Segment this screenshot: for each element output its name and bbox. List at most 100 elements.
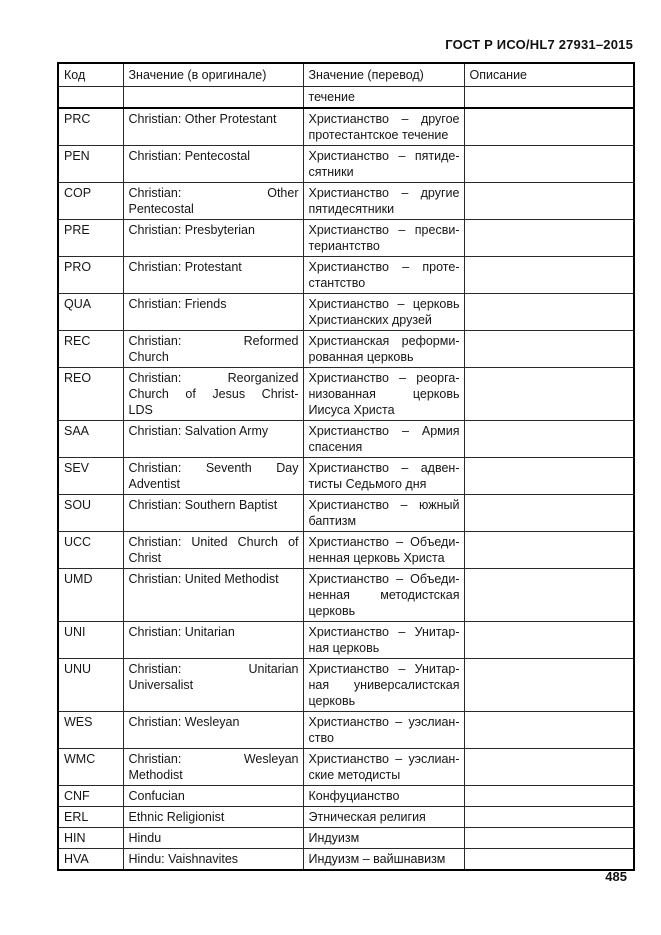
cell-description xyxy=(463,806,635,828)
cell-translation: Конфуцианство xyxy=(302,785,465,807)
col-header-code: Код xyxy=(57,62,124,87)
cell-translation: Христианство – южный баптизм xyxy=(302,494,465,532)
codes-table-body: течение PRC Christian: Other Protestant Хри… xyxy=(57,86,635,871)
table-row: PEN Christian: Pentecostal Христианство – … xyxy=(57,145,635,183)
cell-original: Christian: Unitarian Universalist xyxy=(122,658,304,712)
cell-code: UMD xyxy=(57,568,124,622)
cell-code: PEN xyxy=(57,145,124,183)
table-row: ERL Ethnic Religionist Этническая религия xyxy=(57,806,635,828)
cell-code: WES xyxy=(57,711,124,749)
cell-code: HIN xyxy=(57,827,124,849)
table-row: UCC Christian: United Church of Christ Хрис… xyxy=(57,531,635,569)
table-row: WES Christian: Wesleyan Христианство – уэс… xyxy=(57,711,635,749)
cell-translation: Христианство – пятиде-сятники xyxy=(302,145,465,183)
table-row: UNU Christian: Unitarian Universalist Христ… xyxy=(57,658,635,712)
cell-translation: Христианство – Унитар-ная универсалистск… xyxy=(302,658,465,712)
cell-translation: Христианство – реорга-низованная церковь… xyxy=(302,367,465,421)
page-number: 485 xyxy=(605,869,627,884)
cell-original: Christian: Reformed Church xyxy=(122,330,304,368)
cell-original: Christian: Protestant xyxy=(122,256,304,294)
cell-code: PRE xyxy=(57,219,124,257)
cell-description xyxy=(463,145,635,183)
cell-description xyxy=(463,420,635,458)
table-row: PRO Christian: Protestant Христианство – п… xyxy=(57,256,635,294)
cell-code: REO xyxy=(57,367,124,421)
cell-code: UNU xyxy=(57,658,124,712)
table-row: REC Christian: Reformed Church Христианская… xyxy=(57,330,635,368)
cell-code xyxy=(57,86,124,109)
cell-original: Hindu xyxy=(122,827,304,849)
cell-description xyxy=(463,494,635,532)
cell-description xyxy=(463,621,635,659)
cell-description xyxy=(463,219,635,257)
cell-code: CNF xyxy=(57,785,124,807)
cell-translation: Христианство – Унитар-ная церковь xyxy=(302,621,465,659)
cell-translation: Христианская реформи-рованная церковь xyxy=(302,330,465,368)
cell-original: Christian: Pentecostal xyxy=(122,145,304,183)
cell-description xyxy=(463,568,635,622)
cell-original: Christian: Reorganized Church of Jesus Ch… xyxy=(122,367,304,421)
table-row: UNI Christian: Unitarian Христианство – Ун… xyxy=(57,621,635,659)
cell-translation: Христианство – уэслиан-ские методисты xyxy=(302,748,465,786)
cell-description xyxy=(463,256,635,294)
col-header-original: Значение (в оригинале) xyxy=(122,62,304,87)
table-row: COP Christian: Other Pentecostal Христианст… xyxy=(57,182,635,220)
cell-translation: Этническая религия xyxy=(302,806,465,828)
cell-description xyxy=(463,293,635,331)
cell-description xyxy=(463,785,635,807)
cell-code: REC xyxy=(57,330,124,368)
cell-original: Ethnic Religionist xyxy=(122,806,304,828)
cell-translation: Христианство – Объеди-ненная церковь Хри… xyxy=(302,531,465,569)
cell-code: SEV xyxy=(57,457,124,495)
doc-standard-number: ГОСТ Р ИСО/HL7 27931–2015 xyxy=(445,37,633,52)
cell-code: PRC xyxy=(57,107,124,146)
table-row: HVA Hindu: Vaishnavites Индуизм – вайшнави… xyxy=(57,848,635,871)
cell-code: SOU xyxy=(57,494,124,532)
cell-original: Christian: Southern Baptist xyxy=(122,494,304,532)
cell-description xyxy=(463,531,635,569)
cell-translation: Христианство – пресви-териантство xyxy=(302,219,465,257)
cell-translation: Христианство – уэслиан-ство xyxy=(302,711,465,749)
cell-description xyxy=(463,367,635,421)
table-header-row: Код Значение (в оригинале) Значение (пер… xyxy=(57,62,635,87)
cell-description xyxy=(463,827,635,849)
cell-code: COP xyxy=(57,182,124,220)
cell-translation: Христианство – Армия спасения xyxy=(302,420,465,458)
cell-description xyxy=(463,848,635,871)
table-row: SEV Christian: Seventh Day Adventist Христи… xyxy=(57,457,635,495)
table-row: PRC Christian: Other Protestant Христианст… xyxy=(57,107,635,146)
cell-original: Christian: Wesleyan xyxy=(122,711,304,749)
cell-code: WMC xyxy=(57,748,124,786)
cell-original: Christian: Seventh Day Adventist xyxy=(122,457,304,495)
cell-original: Christian: United Methodist xyxy=(122,568,304,622)
cell-translation: течение xyxy=(302,86,465,109)
cell-original: Christian: Unitarian xyxy=(122,621,304,659)
cell-original: Christian: Other Pentecostal xyxy=(122,182,304,220)
table-row: CNF Confucian Конфуцианство xyxy=(57,785,635,807)
table-row: течение xyxy=(57,86,635,109)
cell-translation: Индуизм xyxy=(302,827,465,849)
cell-original: Confucian xyxy=(122,785,304,807)
cell-original: Hindu: Vaishnavites xyxy=(122,848,304,871)
table-row: HIN Hindu Индуизм xyxy=(57,827,635,849)
table-row: QUA Christian: Friends Христианство – церк… xyxy=(57,293,635,331)
cell-description xyxy=(463,330,635,368)
cell-description xyxy=(463,457,635,495)
cell-code: HVA xyxy=(57,848,124,871)
table-row: UMD Christian: United Methodist Христианст… xyxy=(57,568,635,622)
cell-translation: Христианство – адвен-тисты Седьмого дня xyxy=(302,457,465,495)
cell-description xyxy=(463,86,635,109)
cell-code: QUA xyxy=(57,293,124,331)
cell-code: UCC xyxy=(57,531,124,569)
cell-original: Christian: Friends xyxy=(122,293,304,331)
cell-original: Christian: Wesleyan Methodist xyxy=(122,748,304,786)
cell-description xyxy=(463,711,635,749)
cell-code: UNI xyxy=(57,621,124,659)
col-header-description: Описание xyxy=(463,62,635,87)
table-row: SOU Christian: Southern Baptist Христианст… xyxy=(57,494,635,532)
table-row: PRE Christian: Presbyterian Христианство –… xyxy=(57,219,635,257)
cell-description xyxy=(463,658,635,712)
cell-translation: Христианство – Объеди-ненная методистска… xyxy=(302,568,465,622)
table-row: SAA Christian: Salvation Army Христианство… xyxy=(57,420,635,458)
cell-translation: Христианство – другое протестантское тече… xyxy=(302,107,465,146)
